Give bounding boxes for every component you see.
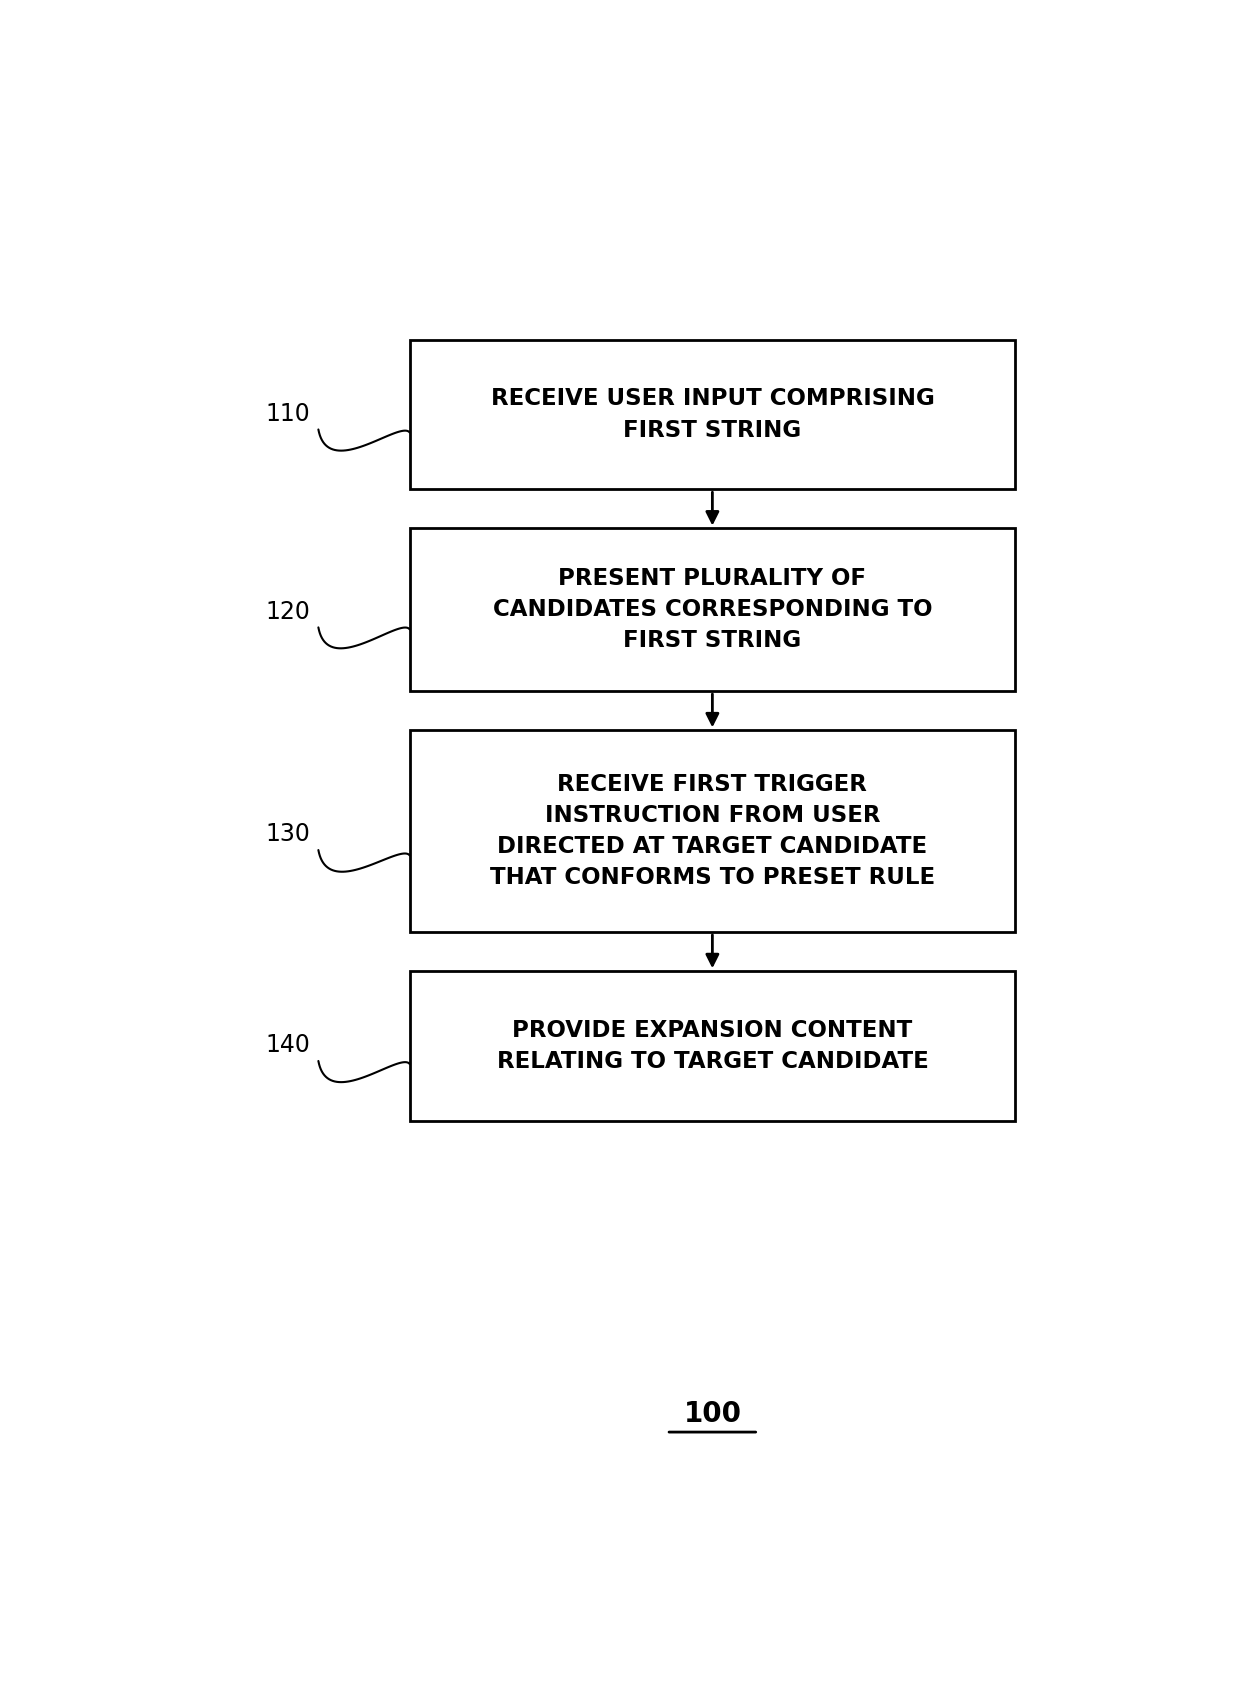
FancyBboxPatch shape [409,971,1016,1121]
Text: 100: 100 [683,1400,742,1427]
Text: RECEIVE USER INPUT COMPRISING
FIRST STRING: RECEIVE USER INPUT COMPRISING FIRST STRI… [491,387,934,441]
Text: PRESENT PLURALITY OF
CANDIDATES CORRESPONDING TO
FIRST STRING: PRESENT PLURALITY OF CANDIDATES CORRESPO… [492,566,932,653]
Text: 130: 130 [265,822,310,847]
FancyBboxPatch shape [409,731,1016,932]
Text: 110: 110 [265,402,310,426]
Text: 120: 120 [265,600,310,624]
Text: RECEIVE FIRST TRIGGER
INSTRUCTION FROM USER
DIRECTED AT TARGET CANDIDATE
THAT CO: RECEIVE FIRST TRIGGER INSTRUCTION FROM U… [490,773,935,889]
FancyBboxPatch shape [409,528,1016,692]
Text: PROVIDE EXPANSION CONTENT
RELATING TO TARGET CANDIDATE: PROVIDE EXPANSION CONTENT RELATING TO TA… [496,1020,929,1074]
FancyBboxPatch shape [409,340,1016,489]
Text: 140: 140 [265,1033,310,1057]
